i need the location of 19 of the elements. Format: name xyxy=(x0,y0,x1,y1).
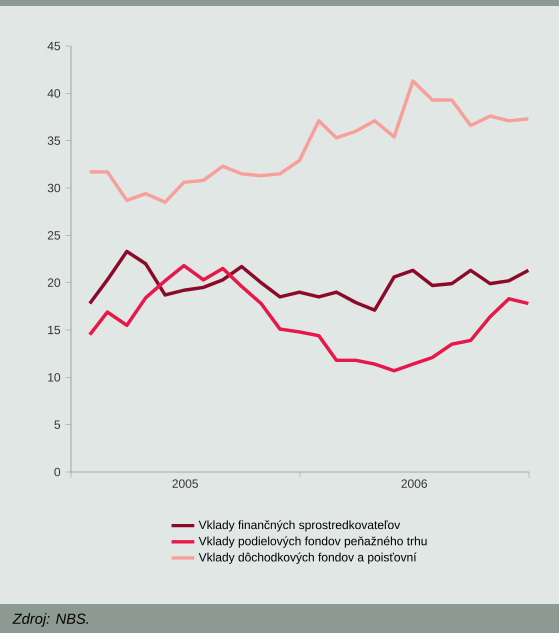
y-tick-label: 35 xyxy=(48,136,60,145)
line-series xyxy=(88,264,530,372)
y-tick-label: 30 xyxy=(48,184,60,192)
y-tick-label: 5 xyxy=(54,420,60,429)
line-series xyxy=(88,250,530,312)
y-tick-label: 0 xyxy=(54,468,60,476)
y-tick-label: 40 xyxy=(48,89,60,98)
y-tick-label: 20 xyxy=(48,278,60,287)
y-tick-label: 10 xyxy=(48,373,60,382)
x-tick-label: 2005 xyxy=(172,479,198,488)
legend-label: Vklady podielových fondov peňažného trhu xyxy=(198,536,427,548)
y-tick-label: 45 xyxy=(48,42,60,50)
x-tick-label: 2006 xyxy=(401,479,427,488)
text: Zdroj: NBS. xyxy=(12,613,88,627)
y-tick-label: 15 xyxy=(48,326,60,334)
line-series xyxy=(88,79,530,204)
legend-label: Vklady dôchodkových fondov a poisťovní xyxy=(198,552,417,564)
y-tick-label: 25 xyxy=(48,231,60,240)
legend-label: Vklady finančných sprostredkovateľov xyxy=(198,520,400,532)
